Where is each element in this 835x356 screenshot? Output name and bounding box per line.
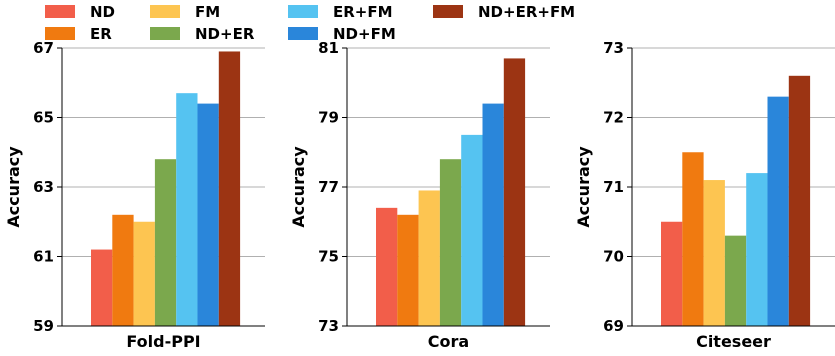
x-axis-label: Fold-PPI bbox=[126, 332, 200, 351]
y-tick-label: 71 bbox=[603, 178, 624, 196]
y-tick-label: 61 bbox=[33, 248, 54, 266]
y-tick-label: 72 bbox=[603, 109, 624, 127]
bar-nd-er bbox=[154, 159, 177, 326]
y-tick-label: 77 bbox=[318, 178, 339, 196]
x-axis-label: Citeseer bbox=[696, 332, 771, 351]
bar-nd-er-fm bbox=[503, 58, 526, 327]
bar-nd-fm bbox=[767, 96, 789, 327]
y-tick-label: 75 bbox=[318, 248, 339, 266]
bar-er bbox=[682, 152, 704, 326]
bar-er-fm bbox=[176, 93, 198, 326]
bar-nd-fm bbox=[482, 103, 504, 326]
legend-swatch bbox=[288, 27, 318, 40]
bar-nd-er-fm bbox=[218, 51, 241, 326]
y-tick-label: 69 bbox=[603, 317, 624, 335]
legend-label: ER+FM bbox=[333, 3, 393, 21]
bar-nd-er-fm bbox=[788, 75, 811, 326]
bar-fm bbox=[418, 190, 440, 326]
y-tick-label: 67 bbox=[33, 39, 54, 57]
bar-nd-fm bbox=[197, 103, 219, 326]
x-axis-label: Cora bbox=[428, 332, 469, 351]
legend-swatch bbox=[45, 27, 75, 40]
charts: 59 61 63 65 67 Fold-PPI Accuracy 73 75 77 79 81 Cora… bbox=[4, 39, 835, 351]
y-tick-label: 79 bbox=[318, 109, 339, 127]
bar-er bbox=[112, 214, 134, 326]
legend-label: ND+FM bbox=[333, 25, 396, 43]
bar-nd-er bbox=[439, 159, 462, 326]
y-axis-label: Accuracy bbox=[574, 146, 593, 228]
y-tick-label: 59 bbox=[33, 317, 54, 335]
legend-entry-nd: ND bbox=[45, 3, 115, 21]
legend-swatch bbox=[433, 5, 463, 18]
bar-fm bbox=[703, 180, 725, 326]
chart-panel-fold-ppi: 59 61 63 65 67 Fold-PPI Accuracy bbox=[4, 39, 265, 351]
chart-panel-cora: 73 75 77 79 81 Cora Accuracy bbox=[289, 39, 550, 351]
bar-nd bbox=[661, 221, 683, 326]
legend-label: ND+ER bbox=[195, 25, 255, 43]
y-tick-label: 73 bbox=[603, 39, 624, 57]
bar-er-fm bbox=[461, 134, 483, 327]
bar-nd bbox=[91, 249, 113, 326]
legend-label: ND+ER+FM bbox=[478, 3, 575, 21]
bar-nd-er bbox=[724, 235, 747, 326]
legend-entry-er: ER bbox=[45, 25, 112, 43]
legend-label: FM bbox=[195, 3, 220, 21]
legend-swatch bbox=[150, 27, 180, 40]
legend-swatch bbox=[150, 5, 180, 18]
legend-entry-er-fm: ER+FM bbox=[288, 3, 393, 21]
y-tick-label: 81 bbox=[318, 39, 339, 57]
legend-label: ND bbox=[90, 3, 115, 21]
bar-er bbox=[397, 214, 419, 326]
legend-label: ER bbox=[90, 25, 112, 43]
y-axis-label: Accuracy bbox=[289, 146, 308, 228]
legend-entry-nd-er-fm: ND+ER+FM bbox=[433, 3, 575, 21]
bar-nd bbox=[376, 207, 398, 326]
legend: ND ER FM ND+ER ER+FM ND+FM ND+ER+FM bbox=[45, 3, 575, 43]
chart-panel-citeseer: 69 70 71 72 73 Citeseer Accuracy bbox=[574, 39, 835, 351]
y-axis-label: Accuracy bbox=[4, 146, 23, 228]
y-tick-label: 73 bbox=[318, 317, 339, 335]
y-tick-label: 63 bbox=[33, 178, 54, 196]
y-tick-label: 65 bbox=[33, 109, 54, 127]
bar-er-fm bbox=[746, 173, 768, 326]
legend-swatch bbox=[45, 5, 75, 18]
legend-entry-nd-er: ND+ER bbox=[150, 25, 255, 43]
legend-entry-fm: FM bbox=[150, 3, 220, 21]
bar-fm bbox=[133, 221, 155, 326]
y-tick-label: 70 bbox=[603, 248, 624, 266]
legend-swatch bbox=[288, 5, 318, 18]
legend-entry-nd-fm: ND+FM bbox=[288, 25, 396, 43]
